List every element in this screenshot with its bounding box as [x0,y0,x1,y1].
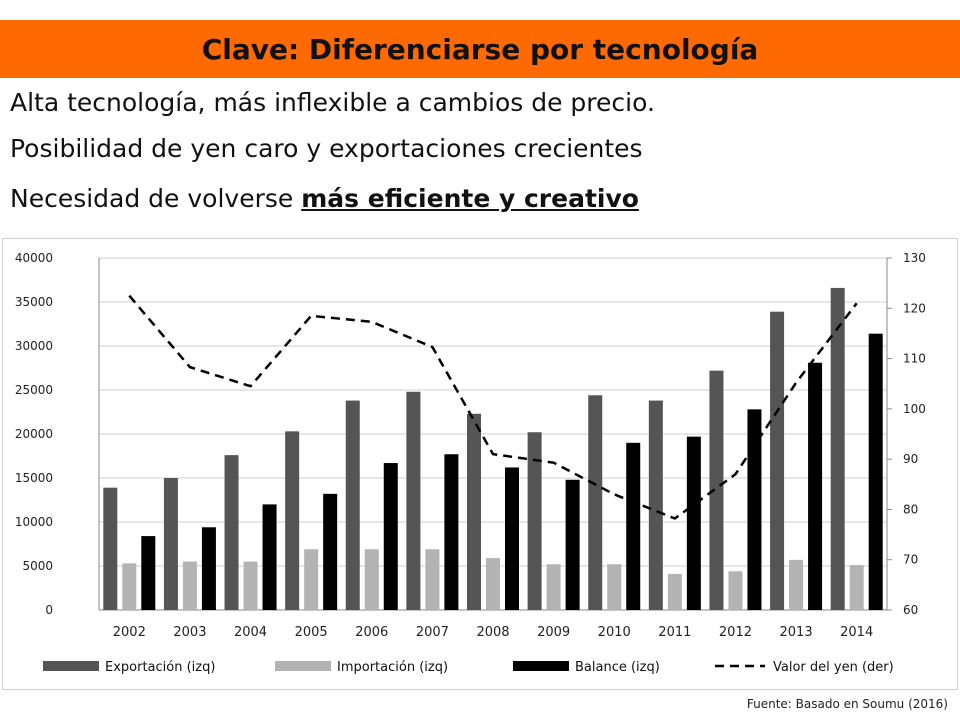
bar-importacion [182,561,197,610]
bar-exportacion [527,432,542,610]
bar-importacion [789,559,804,610]
bar-exportacion [709,370,724,610]
bar-balance [626,442,641,610]
x-tick-label: 2007 [416,625,449,640]
y2-tick-label: 60 [903,603,918,617]
bar-importacion [304,549,319,610]
chart-frame: 0 5000 10000 15000 20000 25000 30000 35000 40000… [2,238,958,690]
x-tick-label: 2006 [355,625,388,640]
bar-balance [808,362,823,610]
bar-exportacion [648,400,663,610]
y2-tick-label: 100 [903,402,926,416]
y-tick-label: 10000 [15,515,53,529]
bar-balance [323,493,338,610]
bar-balance [141,536,156,610]
y2-tick-label: 110 [903,352,926,366]
y2-tick-label: 90 [903,452,918,466]
y-tick-label: 30000 [15,339,53,353]
slide-title: Clave: Diferenciarse por tecnología [201,32,759,66]
x-tick-label: 2008 [476,625,509,640]
x-tick-label: 2010 [598,625,631,640]
y-tick-label: 0 [45,603,53,617]
legend-swatch [275,661,331,671]
y2-tick-label: 120 [903,301,926,315]
bullet-line-3-prefix: Necesidad de volverse [10,184,302,213]
x-tick-label: 2012 [719,625,752,640]
x-tick-label: 2004 [234,625,267,640]
legend-label: Valor del yen (der) [773,660,894,675]
x-tick-label: 2002 [113,625,146,640]
x-tick-label: 2009 [537,625,570,640]
legend-label: Importación (izq) [337,660,448,675]
bar-balance [201,527,216,610]
bullet-line-2: Posibilidad de yen caro y exportaciones … [10,134,643,163]
y2-tick-label: 130 [903,251,926,265]
y-tick-label: 25000 [15,383,53,397]
bar-importacion [425,549,440,610]
bar-exportacion [588,395,603,610]
y2-tick-label: 70 [903,553,918,567]
y2-tick-label: 80 [903,502,918,516]
x-tick-label: 2005 [295,625,328,640]
x-tick-label: 2014 [840,625,873,640]
y-tick-label: 35000 [15,295,53,309]
x-tick-label: 2013 [780,625,813,640]
bar-importacion [486,558,500,610]
bar-balance [747,409,762,610]
bar-importacion [728,571,743,610]
bar-exportacion [406,391,421,610]
bullet-line-3-emphasis: más eficiente y creativo [301,184,639,213]
bar-exportacion [163,478,178,610]
bar-exportacion [103,487,118,610]
bar-exportacion [345,400,360,610]
bullet-line-1: Alta tecnología, más inflexible a cambio… [10,88,655,117]
legend-swatch [513,661,569,671]
bar-importacion [243,561,258,610]
source-note: Fuente: Basado en Soumu (2016) [746,697,948,711]
legend-label: Balance (izq) [575,660,660,675]
bar-exportacion [224,455,239,610]
bar-balance [444,454,459,610]
y-tick-label: 20000 [15,427,53,441]
legend-swatch [43,661,99,671]
y-tick-label: 15000 [15,471,53,485]
bar-balance [262,504,277,610]
bar-balance [686,436,701,610]
bar-importacion [122,563,137,610]
bar-exportacion [467,413,481,610]
yen-line [128,294,858,520]
x-tick-label: 2011 [658,625,691,640]
bullet-line-3: Necesidad de volverse más eficiente y cr… [10,184,639,213]
bar-balance [383,463,398,610]
y-tick-label: 5000 [22,559,53,573]
x-tick-label: 2003 [173,625,206,640]
bar-importacion [667,573,682,610]
bar-balance [868,333,883,610]
bar-exportacion [830,287,845,610]
bar-balance [565,479,580,610]
legend-label: Exportación (izq) [105,660,215,675]
trade-chart: 0 5000 10000 15000 20000 25000 30000 35000 40000… [15,251,926,675]
bar-importacion [364,549,379,610]
slide-title-bar: Clave: Diferenciarse por tecnología [0,20,960,78]
bar-exportacion [770,311,785,610]
y-tick-label: 40000 [15,251,53,265]
bar-importacion [849,565,864,610]
bar-importacion [607,564,622,610]
bar-importacion [546,564,561,610]
bar-balance [505,467,519,610]
bar-exportacion [285,431,300,610]
